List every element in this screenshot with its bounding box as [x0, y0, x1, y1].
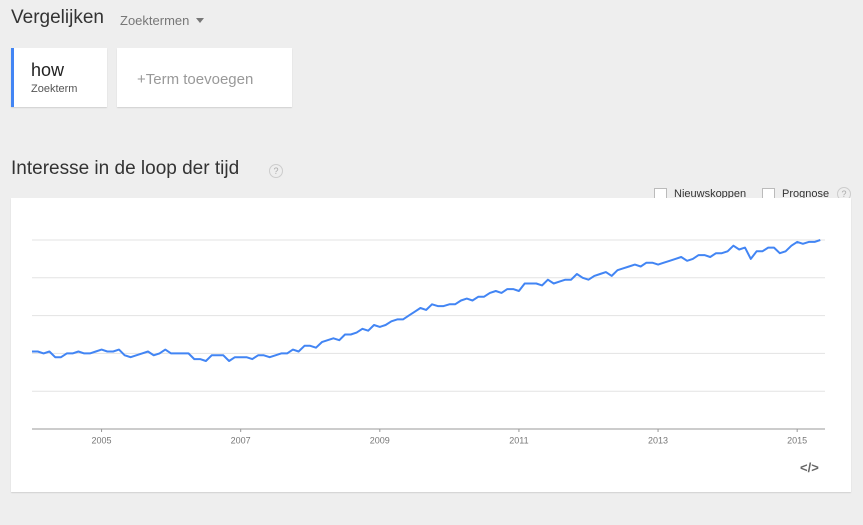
chart-panel: 2005 2007 2009 2011 2013 2015 </> [11, 198, 851, 492]
x-tick-label: 2011 [509, 435, 528, 445]
add-term[interactable]: +Term toevoegen [117, 48, 292, 107]
dropdown-arrow [196, 18, 204, 23]
term-card[interactable]: how Zoekterm [11, 48, 107, 107]
term-label: Zoekterm [31, 83, 78, 95]
x-tick-label: 2013 [648, 435, 668, 445]
trend-line [32, 239, 821, 362]
header-title: Vergelijken [11, 7, 104, 28]
x-tick-label: 2015 [787, 435, 807, 445]
section-title: Interesse in de loop der tijd [11, 158, 240, 179]
add-term-label: +Term toevoegen [137, 71, 254, 88]
x-tick-label: 2007 [231, 435, 251, 445]
term: how [31, 60, 65, 80]
x-tick-label: 2005 [92, 435, 112, 445]
embed-icon[interactable]: </> [800, 460, 819, 475]
option-label: Nieuwskoppen [674, 188, 747, 200]
chart: 2005 2007 2009 2011 2013 2015 [32, 239, 825, 445]
option-label: Prognose [782, 188, 830, 200]
x-tick-label: 2009 [370, 435, 390, 445]
help-icon[interactable]: ? [269, 164, 283, 178]
dropdown[interactable]: Zoektermen [120, 13, 190, 28]
